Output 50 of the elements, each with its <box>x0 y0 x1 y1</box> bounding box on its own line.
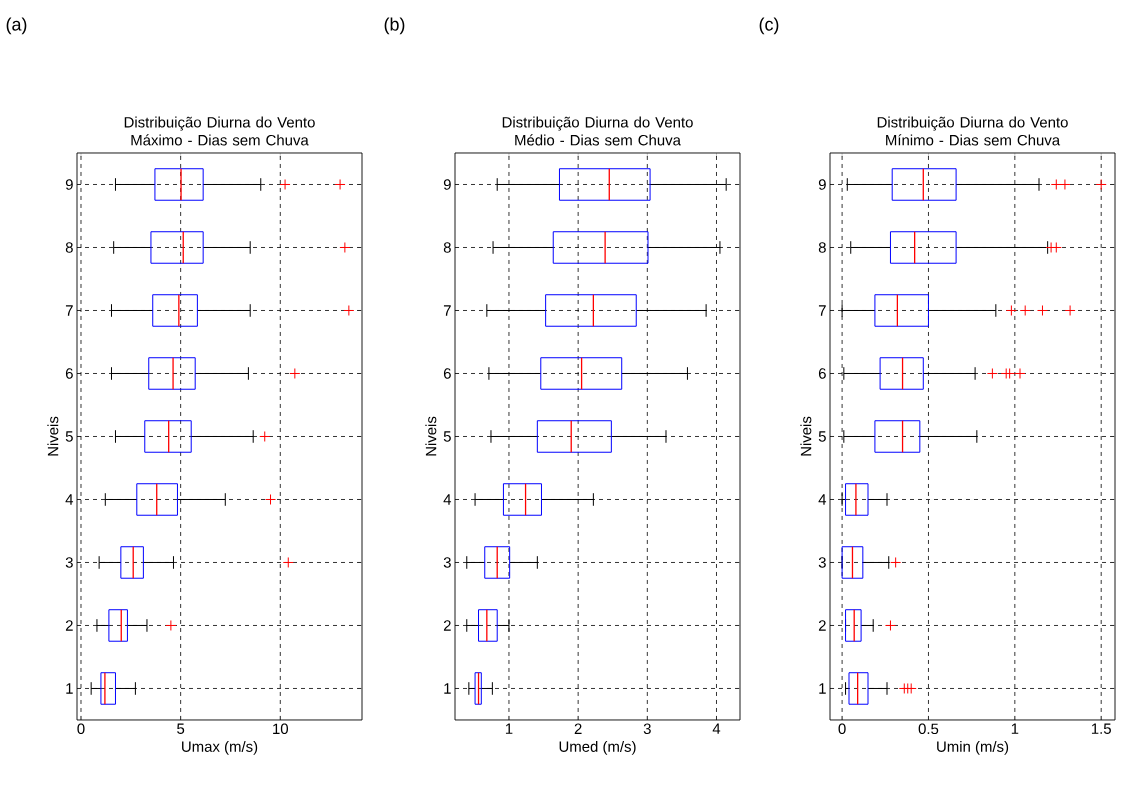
x-tick-label: 3 <box>643 723 651 735</box>
x-tick-label: 0 <box>77 723 85 735</box>
y-tick-label: 2 <box>818 620 826 631</box>
y-tick-label: 4 <box>65 494 74 505</box>
text: (c) <box>759 17 779 35</box>
x-tick-label: 5 <box>177 723 185 734</box>
y-tick-label: 7 <box>443 305 451 316</box>
y-tick-label: 2 <box>443 620 451 631</box>
y-tick-label: 2 <box>65 620 73 631</box>
y-tick-label: 1 <box>444 683 451 694</box>
y-axis-title: Niveis <box>800 416 812 456</box>
text: (b) <box>384 17 405 35</box>
x-axis-title: Umax (m/s) <box>182 740 258 755</box>
chart-title: Distribuição Diurna do Vento Médio - Dias sem Chuva <box>502 116 693 146</box>
y-tick-label: 9 <box>443 179 451 190</box>
x-tick-label: 1.5 <box>1091 723 1111 734</box>
y-tick-label: 8 <box>818 242 826 253</box>
y-tick-label: 6 <box>65 368 73 379</box>
y-tick-label: 9 <box>818 179 826 190</box>
chart-title: Distribuição Diurna do Vento Máximo - Dias sem Chuva <box>124 116 315 146</box>
y-tick-label: 6 <box>443 368 451 379</box>
y-tick-label: 8 <box>443 242 451 253</box>
y-tick-label: 7 <box>818 305 826 316</box>
y-tick-label: 5 <box>65 431 73 442</box>
y-axis-title: Niveis <box>425 416 437 456</box>
y-tick-label: 4 <box>443 494 452 505</box>
y-axis-title: Niveis <box>47 416 59 456</box>
x-tick-label: 10 <box>273 723 289 735</box>
y-tick-label: 5 <box>818 431 826 442</box>
x-tick-label: 1 <box>505 723 513 734</box>
y-tick-label: 5 <box>443 431 451 442</box>
chart-title: Distribuição Diurna do Vento Mínimo - Dias sem Chuva <box>877 116 1068 146</box>
y-tick-label: 9 <box>65 179 73 190</box>
text: (a) <box>6 17 27 35</box>
y-tick-label: 4 <box>818 494 827 505</box>
y-tick-label: 1 <box>66 683 73 694</box>
y-tick-label: 3 <box>818 557 826 568</box>
y-tick-label: 8 <box>65 242 73 253</box>
x-axis-title: Umin (m/s) <box>937 740 1009 755</box>
y-tick-label: 1 <box>819 683 826 694</box>
x-tick-label: 1 <box>1011 723 1019 734</box>
y-tick-label: 3 <box>65 557 73 568</box>
x-axis-title: Umed (m/s) <box>559 740 636 755</box>
x-tick-label: 4 <box>712 723 721 734</box>
y-tick-label: 3 <box>443 557 451 568</box>
x-tick-label: 0.5 <box>918 723 939 735</box>
x-tick-label: 0 <box>838 723 846 735</box>
y-tick-label: 7 <box>65 305 73 316</box>
y-tick-label: 6 <box>818 368 826 379</box>
x-tick-label: 2 <box>574 723 582 734</box>
